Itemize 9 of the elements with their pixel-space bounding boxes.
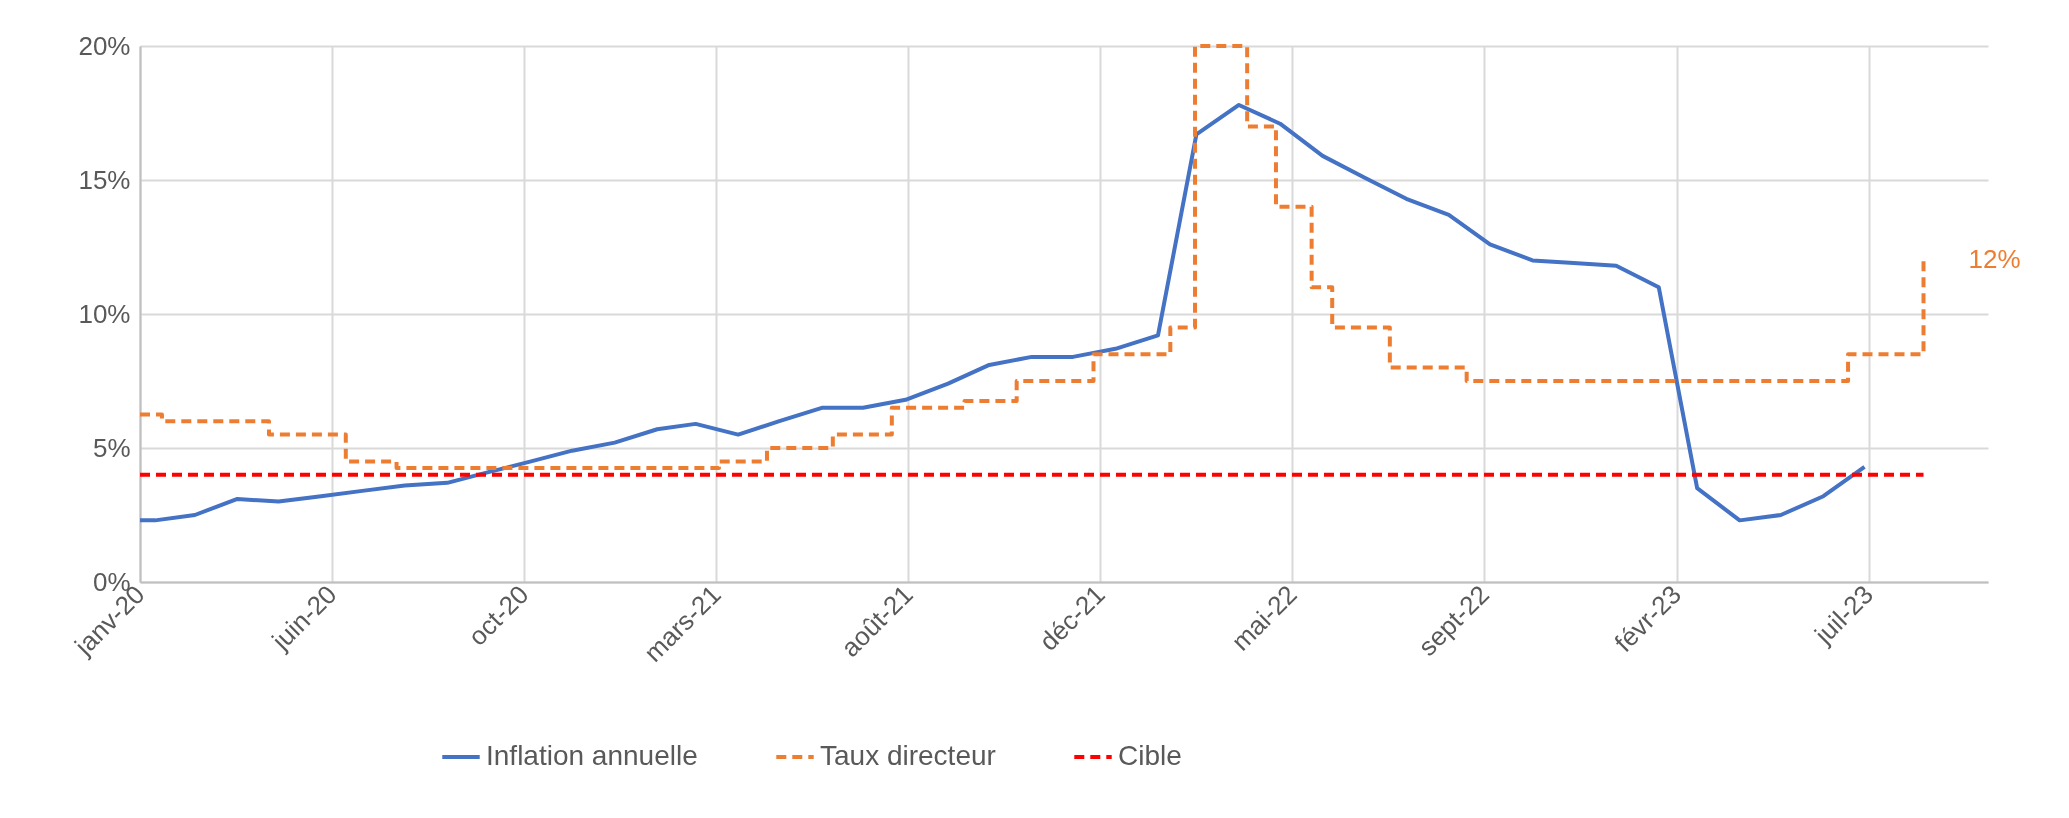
y-tick-label: 5% xyxy=(92,432,131,463)
y-tick-label: 15% xyxy=(78,164,131,195)
y-tick-label: 20% xyxy=(78,30,131,61)
line-series xyxy=(138,102,1867,523)
legend-label: Cible xyxy=(1118,740,1182,771)
y-tick-label: 10% xyxy=(78,298,131,329)
legend-label: Inflation annuelle xyxy=(486,740,698,771)
legend-label: Taux directeur xyxy=(820,740,996,771)
annotation: 12% xyxy=(1968,244,2021,275)
